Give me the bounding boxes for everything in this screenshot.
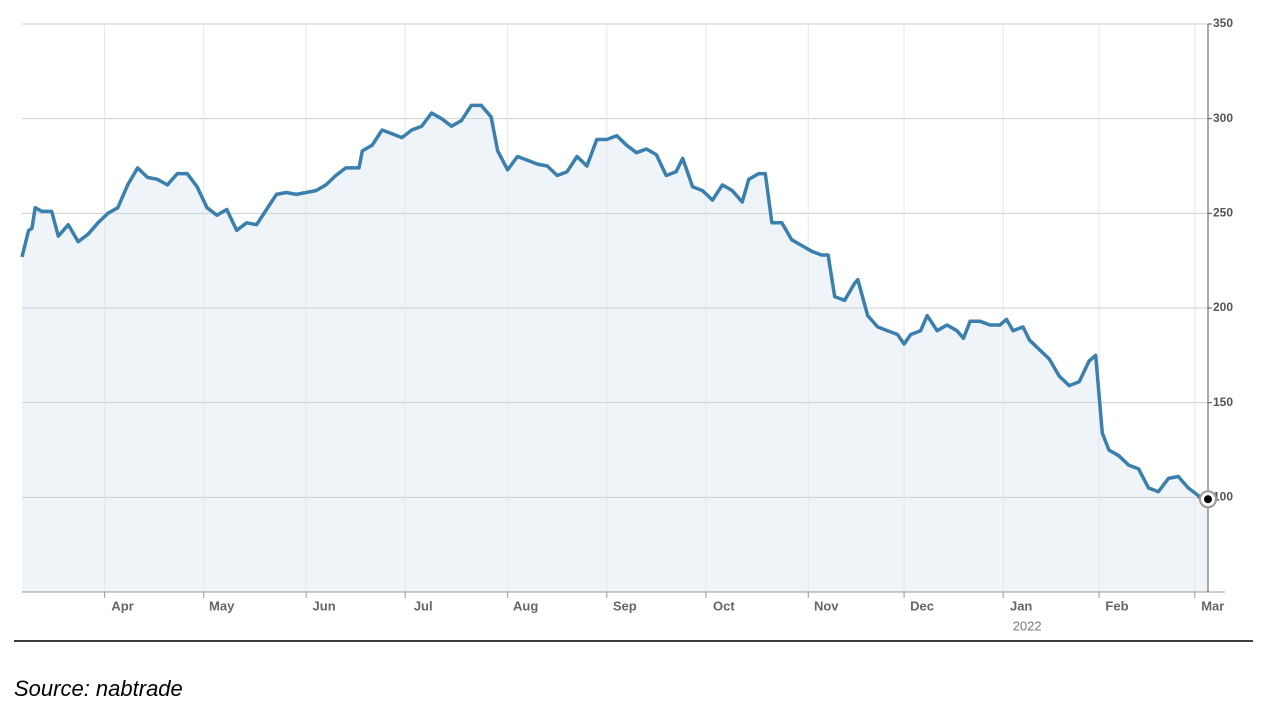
y-tick-label: 300 — [1213, 111, 1233, 125]
y-tick-label: 200 — [1213, 300, 1233, 314]
x-tick-label: Sep — [613, 598, 637, 613]
y-tick-label: 350 — [1213, 16, 1233, 30]
x-tick-label: Apr — [111, 598, 133, 613]
y-tick-label: 150 — [1213, 395, 1233, 409]
y-tick-label: 100 — [1213, 490, 1233, 504]
x-tick-label: Feb — [1105, 598, 1128, 613]
x-tick-label: Jul — [414, 598, 433, 613]
x-tick-label: Jun — [313, 598, 336, 613]
x-tick-label: Dec — [910, 598, 934, 613]
x-tick-label: Aug — [513, 598, 538, 613]
end-marker-dot — [1204, 495, 1212, 504]
x-tick-label: Nov — [814, 598, 839, 613]
source-note: Source: nabtrade — [14, 676, 183, 701]
x-tick-label: Oct — [713, 598, 735, 613]
x-sublabel: 2022 — [1013, 618, 1042, 633]
x-tick-label: Jan — [1010, 598, 1032, 613]
price-line — [20, 103, 1210, 507]
area — [22, 105, 1208, 593]
x-tick-label: May — [209, 598, 235, 613]
x-tick-label: Mar — [1201, 598, 1224, 613]
y-tick-label: 250 — [1213, 206, 1233, 220]
